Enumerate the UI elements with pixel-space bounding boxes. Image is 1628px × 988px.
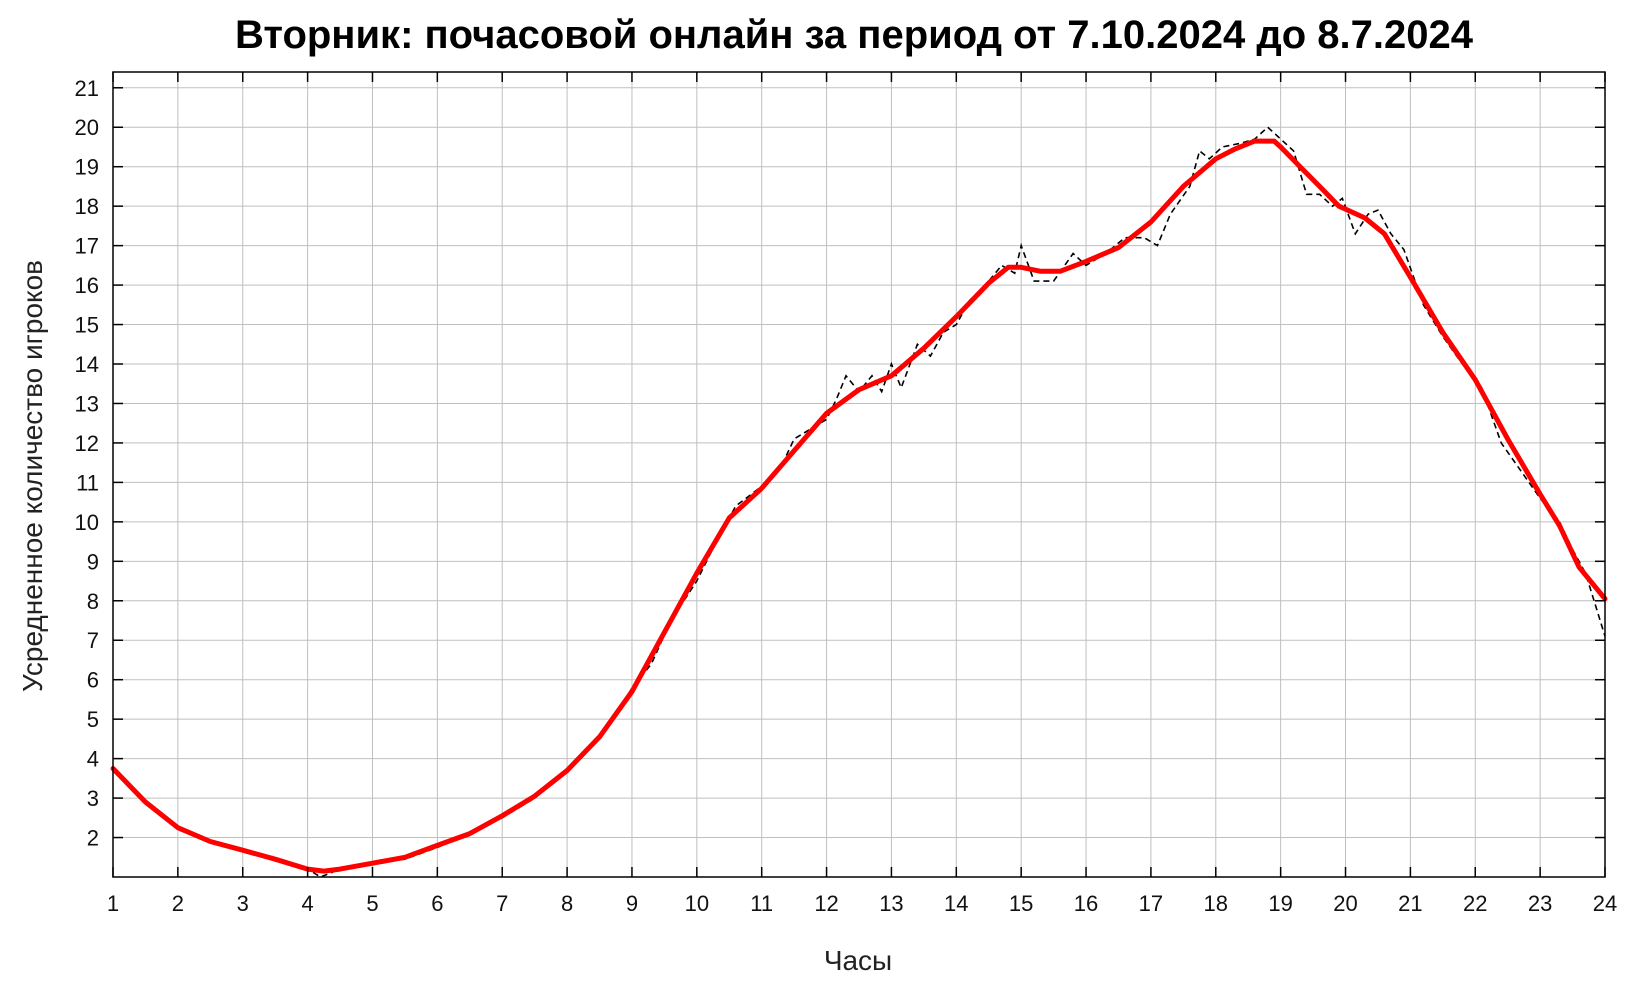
x-tick-label: 23 [1528,891,1552,916]
y-tick-label: 18 [75,194,99,219]
chart-title: Вторник: почасовой онлайн за период от 7… [235,13,1474,57]
x-tick-label: 2 [172,891,184,916]
y-tick-label: 7 [87,628,99,653]
x-tick-label: 19 [1268,891,1292,916]
x-tick-label: 6 [431,891,443,916]
x-tick-label: 18 [1204,891,1228,916]
y-tick-label: 14 [75,352,99,377]
x-tick-label: 21 [1398,891,1422,916]
x-tick-label: 10 [685,891,709,916]
axis-ticks: 1 2 3 4 5 6 7 8 9 10 11 12 13 14 15 16 17 18 19 20 21 22 23 242… [75,72,1617,916]
y-tick-label: 11 [76,470,99,495]
y-tick-label: 17 [75,234,99,259]
y-axis-label: Усредненное количество игроков [17,260,48,692]
y-tick-label: 8 [87,589,99,614]
x-tick-label: 4 [301,891,313,916]
y-tick-label: 21 [75,76,99,101]
x-tick-label: 1 [107,891,119,916]
y-tick-label: 5 [87,707,99,732]
y-tick-label: 2 [87,826,99,851]
y-tick-label: 4 [87,747,99,772]
x-tick-label: 8 [561,891,573,916]
x-tick-label: 13 [879,891,903,916]
x-tick-label: 12 [814,891,838,916]
smoothed-series-line [110,138,1608,874]
x-tick-label: 9 [626,891,638,916]
x-tick-label: 20 [1333,891,1357,916]
x-tick-label: 7 [496,891,508,916]
y-tick-label: 6 [87,668,99,693]
y-tick-label: 3 [87,786,99,811]
series-layer [110,126,1608,878]
x-tick-label: 24 [1593,891,1617,916]
y-tick-label: 20 [75,115,99,140]
plot-frame [112,71,1606,878]
x-axis-label: Часы [824,945,892,976]
x-tick-label: 17 [1139,891,1163,916]
grid [113,72,1605,877]
y-tick-label: 15 [75,313,99,338]
x-tick-label: 14 [944,891,968,916]
x-tick-label: 3 [237,891,249,916]
x-tick-label: 22 [1463,891,1487,916]
raw-series-line [112,126,1606,878]
y-tick-label: 16 [75,273,99,298]
x-tick-label: 15 [1009,891,1033,916]
y-tick-label: 19 [75,155,99,180]
y-tick-label: 13 [75,391,99,416]
y-tick-label: 12 [75,431,99,456]
y-tick-label: 10 [75,510,99,535]
x-tick-label: 16 [1074,891,1098,916]
x-tick-label: 5 [366,891,378,916]
x-tick-label: 11 [750,891,773,916]
y-tick-label: 9 [87,549,99,574]
